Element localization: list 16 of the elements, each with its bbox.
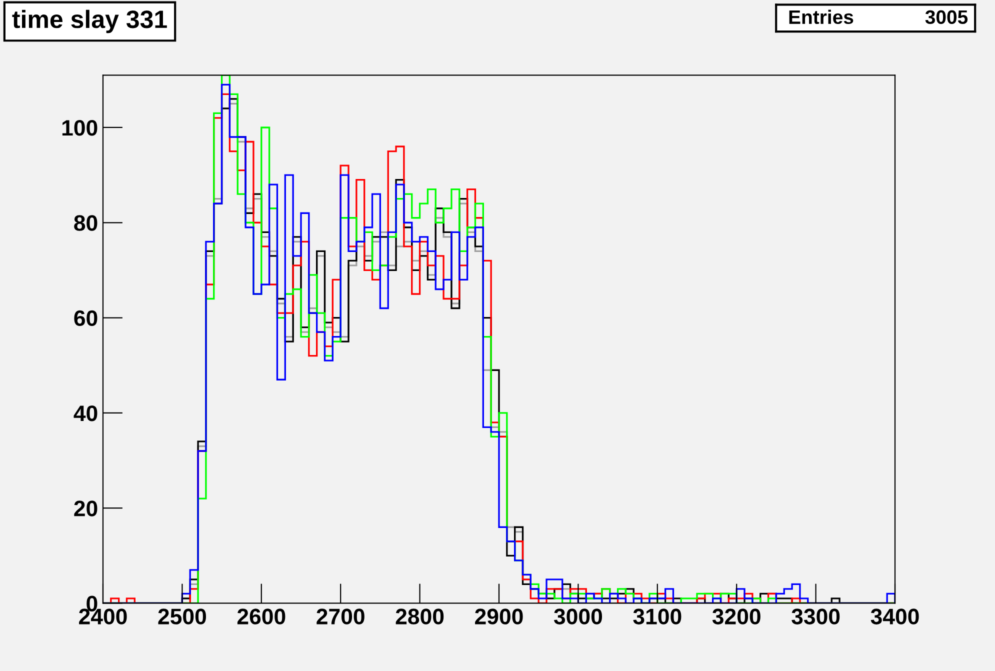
- x-tick-label: 2900: [475, 608, 523, 624]
- x-tick-label: 2500: [158, 608, 206, 624]
- x-tick-label: 3400: [870, 608, 919, 624]
- x-tick-label: 3000: [554, 608, 602, 624]
- y-tick-label: 40: [74, 405, 98, 422]
- chart-title: time slay 331: [12, 10, 167, 34]
- y-tick-label: 100: [62, 120, 98, 136]
- y-tick-label: 80: [74, 215, 98, 231]
- x-tick-label: 2700: [316, 608, 364, 624]
- y-tick-label: 60: [74, 310, 98, 326]
- x-tick-label: 2800: [396, 608, 444, 624]
- x-tick-label: 2600: [237, 608, 286, 624]
- y-tick-label: 20: [74, 500, 98, 516]
- x-tick-label: 3300: [792, 608, 840, 624]
- x-tick-label: 3200: [712, 608, 760, 624]
- x-tick-label: 3100: [633, 608, 682, 624]
